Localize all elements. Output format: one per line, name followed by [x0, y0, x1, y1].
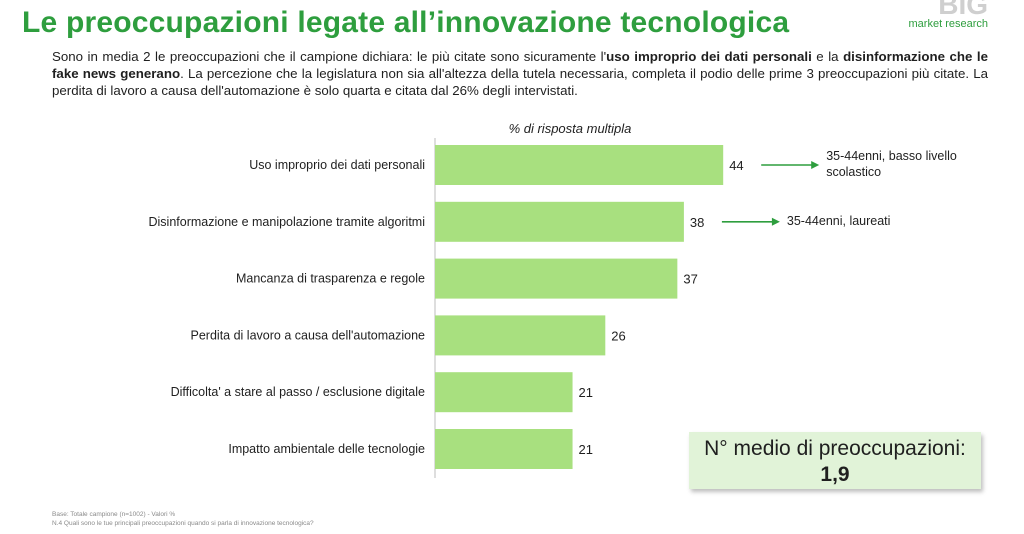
- average-concerns-label: N° medio di preoccupazioni:: [704, 437, 966, 460]
- category-label: Disinformazione e manipolazione tramite …: [148, 215, 425, 229]
- page-title: Le preoccupazioni legate all’innovazione…: [22, 6, 790, 39]
- logo-subtitle: market research: [908, 18, 988, 30]
- intro-text-1: Sono in media 2 le preoccupazioni che il…: [52, 49, 607, 64]
- intro-bold-1: uso improprio dei dati personali: [606, 49, 812, 64]
- annotation-line: scolastico: [826, 165, 882, 179]
- value-label: 26: [611, 328, 625, 343]
- value-label: 21: [579, 442, 593, 457]
- value-label: 21: [579, 385, 593, 400]
- bar: [435, 145, 724, 185]
- intro-bold-2: disinformazione che le fake news generan…: [52, 49, 989, 81]
- value-label: 44: [729, 158, 743, 173]
- annotation-arrowhead: [771, 217, 780, 226]
- annotation-arrowhead: [811, 161, 820, 169]
- category-label: Perdita di lavoro a causa dell'automazio…: [191, 328, 426, 342]
- bar: [435, 201, 684, 242]
- category-label: Impatto ambientale delle tecnologie: [228, 442, 425, 456]
- annotation-note-1: 35-44enni, laureati: [787, 213, 891, 229]
- bar: [435, 258, 678, 299]
- category-label: Difficolta' a stare al passo / esclusion…: [171, 385, 425, 399]
- bar: [435, 315, 606, 356]
- category-label: Mancanza di trasparenza e regole: [236, 272, 425, 286]
- footer-question: N.4 Quali sono le tue principali preoccu…: [52, 520, 314, 527]
- annotation-line: 35-44enni, laureati: [786, 213, 891, 228]
- average-concerns-box: N° medio di preoccupazioni: 1,9: [689, 432, 981, 489]
- average-concerns-value: 1,9: [820, 463, 850, 486]
- value-label: 38: [690, 215, 704, 230]
- intro-text-3: . La percezione che la legislatura non s…: [52, 66, 989, 98]
- chart-axis-title: % di risposta multipla: [508, 121, 632, 136]
- category-label: Uso improprio dei dati personali: [249, 158, 425, 172]
- bar: [435, 429, 573, 469]
- footer-base: Base: Totale campione (n=1002) - Valori …: [52, 511, 176, 518]
- intro-paragraph: Sono in media 2 le preoccupazioni che il…: [52, 48, 988, 99]
- bar: [435, 372, 573, 413]
- annotation-line: 35-44enni, basso livello: [826, 149, 957, 163]
- brand-logo: BIG market research: [898, 0, 988, 30]
- logo-mark: BIG: [938, 0, 988, 20]
- value-label: 37: [683, 272, 697, 287]
- annotation-note-0: 35-44enni, basso livello scolastico: [826, 148, 957, 180]
- intro-text-2: e la: [811, 49, 844, 64]
- footer-notes: Base: Totale campione (n=1002) - Valori …: [52, 510, 314, 528]
